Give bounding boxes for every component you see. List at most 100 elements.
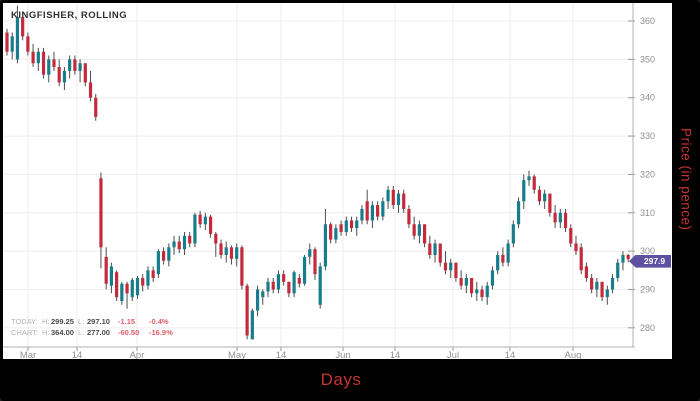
- candle-body: [266, 281, 270, 292]
- candle-body: [443, 262, 448, 271]
- candle-body: [349, 220, 354, 229]
- candle-body: [558, 212, 562, 223]
- candle-body: [5, 32, 9, 52]
- candle-body: [240, 247, 244, 286]
- candle-body: [31, 51, 35, 64]
- candle-body: [21, 17, 25, 37]
- candle-body: [313, 249, 317, 275]
- candle-body: [36, 51, 40, 64]
- candle-body: [255, 289, 260, 311]
- candle-body: [590, 277, 594, 290]
- candle-body: [188, 235, 192, 244]
- stats-row-chart: CHART: H: 364.00 L: 277.00 -60.50 -16.9%: [11, 327, 180, 338]
- candle-body: [282, 274, 286, 282]
- candle-body: [496, 254, 500, 271]
- candle-body: [88, 82, 93, 98]
- candle-body: [522, 180, 526, 202]
- candle-body: [543, 193, 547, 202]
- candle-body: [527, 176, 531, 181]
- candle-body: [469, 277, 474, 294]
- candle-body: [151, 270, 155, 278]
- today-low-value: 297.10: [87, 317, 110, 326]
- x-axis-title: Days: [320, 370, 362, 389]
- candle-body: [235, 247, 239, 259]
- candle-body: [120, 283, 124, 301]
- candle-body: [376, 205, 380, 217]
- candle-body: [501, 254, 505, 263]
- candle-body: [245, 285, 249, 336]
- x-tick-label: May: [228, 350, 246, 359]
- candle-body: [198, 214, 202, 225]
- x-tick-label: Apr: [130, 350, 145, 359]
- stats-block: TODAY: H: 299.25 L: 297.10 -1.15 -0.4% C…: [11, 316, 180, 338]
- candle-body: [287, 281, 291, 294]
- chart-high-value: 364.00: [51, 328, 74, 337]
- candle-body: [569, 228, 573, 244]
- candle-body: [381, 201, 385, 217]
- y-tick-label: 290: [640, 284, 655, 294]
- candle-body: [214, 233, 218, 244]
- candle-body: [579, 247, 583, 271]
- candle-body: [308, 249, 312, 257]
- candle-body: [73, 59, 77, 71]
- x-tick-label: 14: [390, 350, 401, 359]
- candle-body: [99, 178, 103, 248]
- candle-body: [323, 224, 328, 267]
- x-tick-label: Jun: [335, 350, 350, 359]
- candle-body: [130, 279, 134, 298]
- candle-body: [490, 270, 495, 286]
- candle-body: [334, 228, 338, 240]
- x-tick-label: Mar: [20, 350, 36, 359]
- candle-body: [407, 208, 411, 225]
- candle-body: [219, 243, 223, 255]
- y-axis-title-bar: Price (in pence): [672, 0, 700, 359]
- candle-body: [339, 224, 343, 232]
- candle-body: [193, 214, 197, 244]
- x-tick-label: Aug: [565, 350, 582, 359]
- candle-body: [229, 247, 234, 259]
- candle-body: [47, 59, 51, 75]
- candle-body: [141, 277, 145, 286]
- candle-body: [78, 63, 82, 71]
- candle-body: [52, 59, 56, 68]
- y-tick-label: 320: [640, 169, 655, 179]
- candle-body: [563, 212, 568, 229]
- candle-body: [182, 235, 187, 250]
- candle-body: [360, 208, 364, 221]
- chart-high-label: H:: [42, 328, 50, 337]
- today-high-label: H:: [42, 317, 50, 326]
- candle-body: [15, 17, 20, 60]
- candle-body: [167, 247, 171, 261]
- candle-body: [208, 216, 213, 234]
- candle-body: [276, 274, 281, 290]
- candle-body: [125, 283, 129, 294]
- candle-body: [626, 254, 630, 260]
- candle-body: [595, 281, 599, 290]
- candle-body: [355, 220, 359, 229]
- candle-body: [537, 189, 542, 202]
- x-tick-label: 14: [505, 350, 516, 359]
- candle-body: [135, 277, 140, 296]
- last-price-badge: 297.9: [629, 254, 671, 268]
- candle-body: [115, 272, 119, 298]
- candle-body: [428, 243, 432, 255]
- chart-low-label: L:: [78, 328, 85, 337]
- candle-body: [605, 289, 609, 298]
- candlestick-chart[interactable]: 280 290 300 310 320 330 340 350 360 Mar 14 Apr May 14…: [3, 3, 672, 359]
- candle-body: [57, 67, 61, 83]
- today-high-value: 299.25: [51, 317, 74, 326]
- today-change-value: -1.15: [118, 317, 136, 326]
- candle-body: [261, 291, 265, 298]
- y-tick-label: 310: [640, 208, 655, 218]
- y-tick-label: 330: [640, 131, 655, 141]
- candle-body: [610, 277, 615, 290]
- candle-body: [475, 289, 479, 294]
- candle-body: [412, 224, 416, 236]
- x-tick-label: Jul: [447, 350, 459, 359]
- y-tick-label: 360: [640, 16, 655, 26]
- candle-body: [433, 243, 437, 255]
- y-axis-title: Price (in pence): [678, 128, 694, 231]
- candle-body: [616, 262, 620, 278]
- candle-body: [224, 247, 228, 255]
- candle-body: [516, 201, 521, 225]
